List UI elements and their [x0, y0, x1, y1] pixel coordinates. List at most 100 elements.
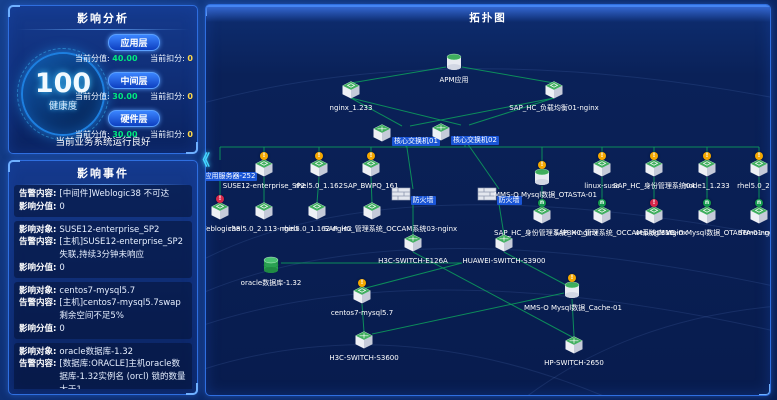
topo-node[interactable]: ! node1_1.233: [659, 152, 755, 191]
topology-edge: [361, 303, 365, 333]
topo-node[interactable]: ! centos7-mysql5.7: [314, 279, 410, 318]
warning-badge: !: [358, 279, 366, 287]
topo-node[interactable]: 防火墙: [451, 186, 547, 206]
topo-node[interactable]: ! Weblogic38: [206, 195, 268, 234]
topo-node[interactable]: ! rhel5.0_1.162: [271, 152, 367, 191]
layer-score: 当前分值: 30.00: [75, 92, 138, 101]
topo-node[interactable]: ! MMS-O Mysql数据_Cache-01: [524, 274, 622, 313]
error-badge: !: [216, 195, 224, 203]
topology-edge: [468, 97, 555, 126]
topo-node-label: SAP_HC_身份管理系统04: [613, 182, 695, 190]
topo-node-label: SAP_HC_管理系统_OCCAM系统03-nginx: [324, 225, 458, 233]
topology-edge: [281, 262, 463, 290]
collapse-arrow-icon[interactable]: 《: [195, 151, 211, 169]
server-cube-icon: [362, 201, 382, 221]
topo-node[interactable]: ! weblogic16: [606, 199, 702, 238]
topo-node[interactable]: n MMS-O Mysql数据_OTASTA-01-nginx: [659, 199, 770, 238]
topo-node[interactable]: H3C-SWITCH-S3600: [316, 330, 412, 363]
topo-node[interactable]: oracle数据库-1.32: [223, 255, 319, 288]
topo-node[interactable]: APM应用: [406, 52, 502, 85]
system-status-text: 当前业务系统运行良好: [55, 137, 151, 148]
topo-node[interactable]: ! SAP_BWPQ_161: [323, 152, 419, 191]
topology-edges: [206, 66, 770, 395]
warning-badge: !: [367, 152, 375, 160]
topo-node[interactable]: 核心交换机02: [417, 122, 513, 146]
topo-node-label: APM应用: [439, 76, 469, 84]
event-score: 影响分值: 0: [19, 262, 187, 275]
topo-node-label: MMS-O Mysql数据_Cache-01: [524, 304, 622, 312]
topo-node[interactable]: rhel5.0_2.113-nginx: [216, 201, 312, 234]
topo-node-label: HP-SWITCH-2650: [544, 359, 604, 367]
event-target: 影响对象: oracle数据库-1.32: [19, 346, 187, 359]
switch-cube-icon: [431, 122, 451, 142]
topo-node-label: oracle数据库-1.32: [240, 279, 302, 287]
topo-node[interactable]: nginx_1.233: [303, 80, 399, 113]
topo-node[interactable]: n demo-nginx: [711, 199, 770, 238]
event-score-label: 影响分值:: [19, 262, 57, 273]
server-cube-icon: [307, 201, 327, 221]
topo-node-label: SUSE12-enterprise_SP2: [222, 182, 306, 190]
event-content: 告警内容: [数据库:ORACLE]主机oracle数据库-1.32实例名 (or…: [19, 358, 187, 389]
topology-edge: [464, 139, 500, 190]
switch-cube-icon: [354, 330, 374, 350]
warning-badge: !: [260, 152, 268, 160]
event-content-value: [中间件]Weblogic38 不可达: [59, 189, 170, 199]
event-content: 告警内容: [主机]SUSE12-enterprise_SP2失联,持续3分钟未响…: [19, 236, 187, 262]
topo-node[interactable]: ! rhel5.0_2.11: [711, 152, 770, 191]
topology-edge: [409, 97, 555, 127]
topo-node[interactable]: 核心交换机01: [358, 123, 454, 147]
topo-node-label: weblogic16: [634, 229, 674, 237]
topo-node-label: H3C-SWITCH-S3600: [329, 354, 399, 362]
topo-node[interactable]: !应用服务器-252: [206, 158, 268, 182]
topo-node[interactable]: 防火墙: [365, 186, 461, 206]
firewall-icon: [391, 186, 411, 202]
warning-badge: !: [315, 152, 323, 160]
event-card-0: 告警内容: [中间件]Weblogic38 不可达 影响分值: 0: [14, 185, 192, 217]
event-target: 影响对象: centos7-mysql5.7: [19, 285, 187, 298]
layer-list: 应用层 当前分值: 40.00 当前扣分: 0 中间层 当前分值: 30.00 当前扣分:…: [74, 31, 194, 145]
event-target-value: oracle数据库-1.32: [59, 346, 134, 357]
decor-curve: [206, 68, 770, 103]
topo-node-label: 防火墙: [410, 196, 436, 205]
topo-node[interactable]: H3C-SWITCH-E126A: [365, 233, 461, 266]
topo-node[interactable]: HUAWEI-SWITCH-S3900: [456, 233, 552, 266]
topology-edge: [503, 251, 567, 286]
topo-node[interactable]: SAP_HC_负载均衡01-nginx: [506, 80, 602, 113]
server-cube-icon: !: [361, 152, 381, 178]
topo-node-label: 防火墙: [496, 196, 522, 205]
topo-node[interactable]: HP-SWITCH-2650: [526, 335, 622, 368]
topo-node[interactable]: SAP_HC_管理系统_OCCAM系统03-nginx: [324, 201, 458, 234]
server-cube-icon: !: [254, 152, 274, 178]
topo-node[interactable]: n SAP_HC_管理系统_OCCAM系统03-nginx: [554, 199, 687, 238]
topology-edge: [498, 203, 505, 236]
event-card-3: 影响对象: oracle数据库-1.32 告警内容: [数据库:ORACLE]主机or…: [14, 342, 192, 389]
event-target-value: SUSE12-enterprise_SP2: [59, 224, 160, 235]
topo-node[interactable]: ! SUSE12-enterprise_SP2: [216, 152, 312, 191]
topo-node[interactable]: rhel5.0_1.162-nginx: [269, 201, 365, 234]
topo-node[interactable]: ! SAP_HC_身份管理系统04: [606, 152, 702, 191]
layer-values: 当前分值: 30.00 当前扣分: 0: [74, 91, 194, 102]
topo-node[interactable]: n SAP_HC_身份管理系统BX-nginx: [494, 199, 598, 238]
event-score-label: 影响分值:: [19, 201, 57, 212]
event-target-label: 影响对象:: [19, 285, 57, 296]
server-cube-icon: !: [210, 195, 230, 221]
event-list: 告警内容: [中间件]Weblogic38 不可达 影响分值: 0 影响对象: SUSE1…: [14, 185, 192, 389]
topo-node-label: 应用服务器-252: [206, 172, 258, 181]
layer-group-2: 硬件层 当前分值: 30.00 当前扣分: 0: [74, 107, 194, 140]
event-target: 影响对象: SUSE12-enterprise_SP2: [19, 224, 187, 237]
event-content-value: [主机]SUSE12-enterprise_SP2失联,持续3分钟未响应: [59, 237, 184, 260]
event-content-label: 告警内容:: [19, 237, 57, 248]
switch-cube-icon: [564, 335, 584, 355]
decor-curve: [206, 247, 770, 293]
topo-node[interactable]: ! linux-suse: [554, 152, 650, 191]
topology-title: 拓扑图: [469, 12, 507, 24]
oracle-database-icon: [261, 255, 281, 275]
topo-node-label: demo-nginx: [738, 229, 770, 237]
topo-node-label: nginx_1.233: [329, 104, 373, 112]
switch-cube-icon: [372, 123, 392, 143]
topo-node[interactable]: ! MMS-O Mysql数据_OTASTA-01: [494, 161, 597, 200]
server-cube-icon: n: [697, 199, 717, 225]
warning-badge: !: [650, 152, 658, 160]
server-cube-icon: !: [749, 152, 769, 178]
